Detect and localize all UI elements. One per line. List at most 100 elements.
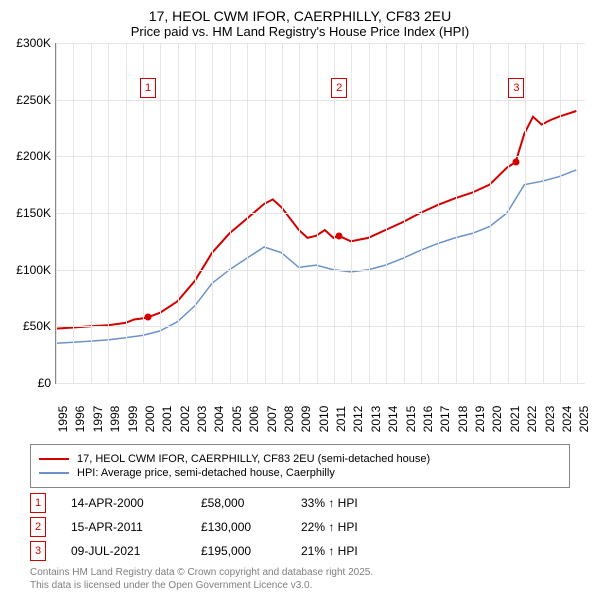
x-tick-label: 2010 xyxy=(317,406,331,433)
y-gridline xyxy=(56,43,585,44)
y-gridline xyxy=(56,326,585,327)
x-gridline xyxy=(456,43,457,383)
x-gridline xyxy=(577,43,578,383)
y-gridline xyxy=(56,270,585,271)
x-tick-label: 2016 xyxy=(421,406,435,433)
x-tick-label: 2009 xyxy=(299,406,313,433)
x-gridline xyxy=(126,43,127,383)
x-tick-label: 2015 xyxy=(404,406,418,433)
x-tick-label: 2020 xyxy=(490,406,504,433)
x-tick-label: 2018 xyxy=(456,406,470,433)
sale-date: 09-JUL-2021 xyxy=(71,544,201,558)
legend-item: HPI: Average price, semi-detached house,… xyxy=(39,467,561,479)
x-gridline xyxy=(404,43,405,383)
sale-date: 15-APR-2011 xyxy=(71,520,201,534)
y-tick-label: £100K xyxy=(1,263,51,277)
chart-title: 17, HEOL CWM IFOR, CAERPHILLY, CF83 2EU xyxy=(0,8,600,24)
x-tick-label: 2014 xyxy=(386,406,400,433)
plot-area: £0£50K£100K£150K£200K£250K£300K199519961… xyxy=(55,43,585,384)
x-gridline xyxy=(543,43,544,383)
sale-row: 1 14-APR-2000£58,00033% ↑ HPI xyxy=(30,493,570,513)
x-gridline xyxy=(265,43,266,383)
sale-row: 3 09-JUL-2021£195,00021% ↑ HPI xyxy=(30,541,570,561)
x-gridline xyxy=(525,43,526,383)
x-gridline xyxy=(73,43,74,383)
y-tick-label: £50K xyxy=(1,319,51,333)
footer-line: This data is licensed under the Open Gov… xyxy=(30,579,570,592)
x-gridline xyxy=(178,43,179,383)
x-gridline xyxy=(282,43,283,383)
x-tick-label: 1996 xyxy=(73,406,87,433)
y-gridline xyxy=(56,213,585,214)
x-tick-label: 2004 xyxy=(212,406,226,433)
x-tick-label: 2017 xyxy=(438,406,452,433)
y-tick-label: £150K xyxy=(1,206,51,220)
x-tick-label: 2005 xyxy=(230,406,244,433)
x-tick-label: 2007 xyxy=(265,406,279,433)
sale-marker-box: 3 xyxy=(508,78,524,98)
x-tick-label: 2023 xyxy=(543,406,557,433)
sale-row-marker: 2 xyxy=(30,517,46,537)
legend-label: HPI: Average price, semi-detached house,… xyxy=(77,467,335,479)
x-gridline xyxy=(247,43,248,383)
x-tick-label: 2019 xyxy=(473,406,487,433)
x-tick-label: 2002 xyxy=(178,406,192,433)
sale-price: £58,000 xyxy=(201,496,301,510)
x-gridline xyxy=(490,43,491,383)
x-tick-label: 2013 xyxy=(369,406,383,433)
x-tick-label: 2021 xyxy=(508,406,522,433)
x-tick-label: 1997 xyxy=(91,406,105,433)
chart-subtitle: Price paid vs. HM Land Registry's House … xyxy=(0,24,600,39)
sale-marker-dot xyxy=(336,232,343,239)
x-gridline xyxy=(386,43,387,383)
x-tick-label: 2001 xyxy=(160,406,174,433)
x-gridline xyxy=(108,43,109,383)
x-gridline xyxy=(212,43,213,383)
y-tick-label: £250K xyxy=(1,93,51,107)
x-gridline xyxy=(351,43,352,383)
x-tick-label: 2025 xyxy=(577,406,591,433)
x-gridline xyxy=(195,43,196,383)
x-gridline xyxy=(56,43,57,383)
sale-pct: 22% ↑ HPI xyxy=(301,520,421,534)
sale-date: 14-APR-2000 xyxy=(71,496,201,510)
x-tick-label: 1998 xyxy=(108,406,122,433)
x-tick-label: 2006 xyxy=(247,406,261,433)
x-tick-label: 2008 xyxy=(282,406,296,433)
x-gridline xyxy=(91,43,92,383)
x-gridline xyxy=(160,43,161,383)
legend: 17, HEOL CWM IFOR, CAERPHILLY, CF83 2EU … xyxy=(30,444,570,488)
legend-swatch xyxy=(39,472,69,474)
x-tick-label: 2011 xyxy=(334,406,348,432)
sale-price: £195,000 xyxy=(201,544,301,558)
x-gridline xyxy=(421,43,422,383)
y-gridline xyxy=(56,156,585,157)
x-tick-label: 2003 xyxy=(195,406,209,433)
y-tick-label: £300K xyxy=(1,36,51,50)
sales-table: 1 14-APR-2000£58,00033% ↑ HPI 2 15-APR-2011… xyxy=(30,493,570,561)
price-chart: 17, HEOL CWM IFOR, CAERPHILLY, CF83 2EU … xyxy=(0,0,600,592)
legend-item: 17, HEOL CWM IFOR, CAERPHILLY, CF83 2EU … xyxy=(39,453,561,465)
legend-swatch xyxy=(39,458,69,460)
sale-marker-dot xyxy=(513,159,520,166)
legend-label: 17, HEOL CWM IFOR, CAERPHILLY, CF83 2EU … xyxy=(77,453,430,465)
sale-marker-dot xyxy=(145,314,152,321)
x-tick-label: 2012 xyxy=(351,406,365,433)
footer-attribution: Contains HM Land Registry data © Crown c… xyxy=(30,566,570,592)
sale-pct: 21% ↑ HPI xyxy=(301,544,421,558)
y-gridline xyxy=(56,100,585,101)
sale-price: £130,000 xyxy=(201,520,301,534)
x-tick-label: 2022 xyxy=(525,406,539,433)
sale-marker-box: 1 xyxy=(140,78,156,98)
x-gridline xyxy=(438,43,439,383)
x-gridline xyxy=(299,43,300,383)
footer-line: Contains HM Land Registry data © Crown c… xyxy=(30,566,570,579)
y-gridline xyxy=(56,383,585,384)
x-gridline xyxy=(369,43,370,383)
x-gridline xyxy=(317,43,318,383)
x-gridline xyxy=(230,43,231,383)
sale-pct: 33% ↑ HPI xyxy=(301,496,421,510)
sale-row-marker: 1 xyxy=(30,493,46,513)
x-tick-label: 1995 xyxy=(56,406,70,433)
sale-row-marker: 3 xyxy=(30,541,46,561)
